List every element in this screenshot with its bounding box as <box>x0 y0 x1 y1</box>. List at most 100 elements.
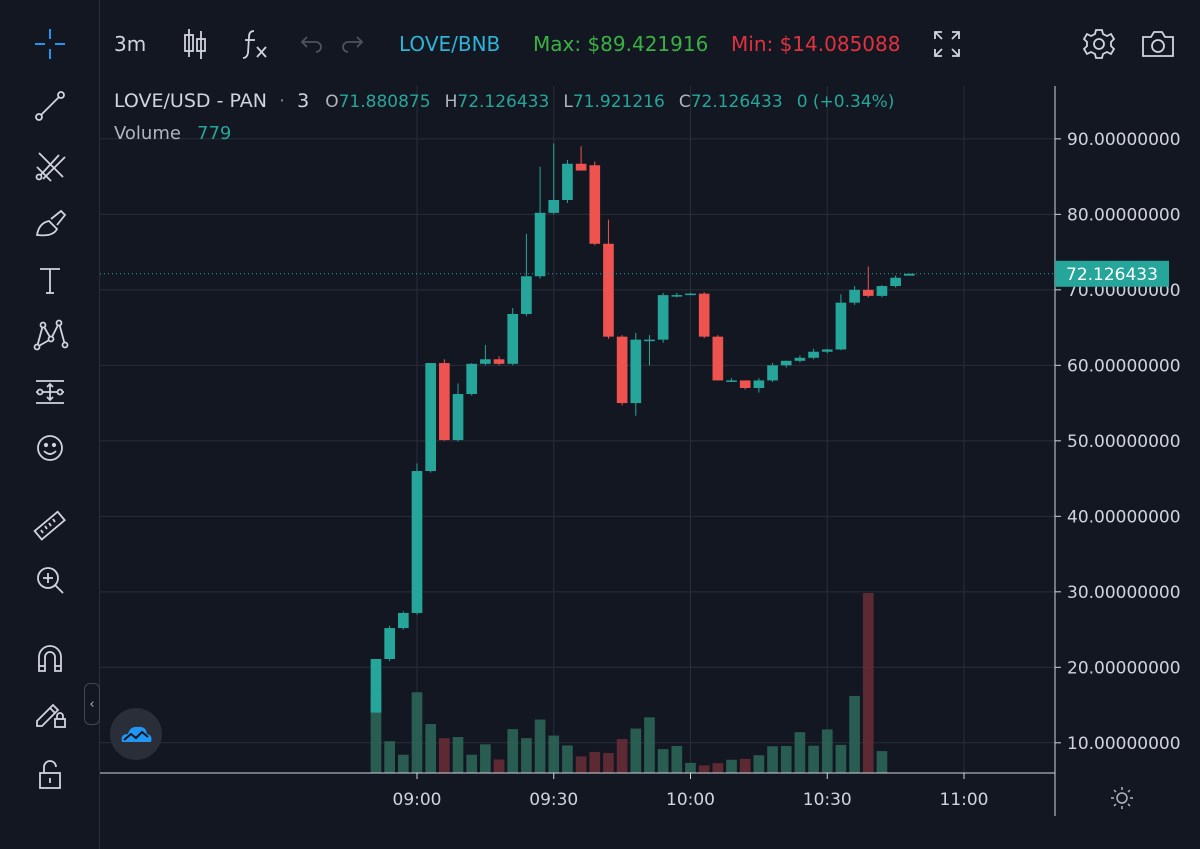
zoom-in-tool[interactable] <box>26 556 74 604</box>
candle-body <box>493 359 505 364</box>
price-axis: 10.00000000 20.00000000 30.00000000 40.0000… <box>1055 130 1181 754</box>
snapshot-button[interactable] <box>1140 26 1176 62</box>
emoji-tool[interactable] <box>26 424 74 472</box>
candle-body <box>698 293 710 337</box>
indicators-button[interactable] <box>240 26 270 62</box>
prediction-icon <box>36 380 64 404</box>
volume-bar <box>466 754 478 773</box>
candle-body <box>425 363 437 472</box>
volume-bar <box>726 759 737 773</box>
undo-button[interactable] <box>296 26 324 62</box>
sun-icon[interactable] <box>1111 787 1133 809</box>
legend-symbol[interactable]: LOVE/USD - PAN <box>114 90 267 112</box>
price-tick-label: 10.00000000 <box>1067 734 1181 754</box>
cloud-logo-icon <box>121 726 152 742</box>
time-tick-label: 11:00 <box>940 790 989 810</box>
volume-bar <box>808 745 819 773</box>
candle-body <box>603 243 614 337</box>
volume-bar <box>493 759 505 773</box>
interval-button[interactable]: 3m <box>114 32 147 56</box>
price-tick-label: 40.00000000 <box>1067 507 1181 527</box>
unlock-tool[interactable] <box>26 750 74 798</box>
prediction-tool[interactable] <box>26 368 74 416</box>
price-tick-label: 60.00000000 <box>1067 356 1181 376</box>
candle-body <box>808 351 819 358</box>
volume-bar <box>835 744 847 773</box>
legend-open-value: 71.880875 <box>338 92 431 112</box>
text-tool[interactable] <box>26 256 74 304</box>
top-toolbar: 3m LOVE/BNB Max: $89.421916 Min: $14.085… <box>100 0 1200 86</box>
candle-body <box>439 363 450 441</box>
candle-body <box>466 363 478 395</box>
candle-body <box>780 360 792 366</box>
legend-high-value: 72.126433 <box>457 92 550 112</box>
volume-bar <box>534 719 546 773</box>
time-axis-settings <box>1111 787 1133 809</box>
lock-drawing-tool[interactable] <box>26 688 74 736</box>
brush-tool[interactable] <box>26 200 74 248</box>
fullscreen-button[interactable] <box>932 26 962 62</box>
trend-line-tool[interactable] <box>26 82 74 130</box>
crosshair-tool[interactable] <box>26 20 74 68</box>
candle-body <box>862 289 874 296</box>
volume-bar <box>712 763 724 773</box>
zoom-in-icon <box>37 567 64 594</box>
time-tick-label: 10:30 <box>803 790 852 810</box>
volume-bar <box>439 738 450 773</box>
legend-dot: · <box>278 90 286 112</box>
pitchfork-tool[interactable] <box>26 142 74 190</box>
candles-icon <box>184 29 206 59</box>
symbol-link[interactable]: LOVE/BNB <box>399 32 501 56</box>
candle-body <box>575 163 587 171</box>
crosshair-icon <box>35 29 65 59</box>
brush-icon <box>35 209 67 237</box>
lock-drawing-icon <box>36 703 66 728</box>
unlock-icon <box>39 760 61 789</box>
redo-button[interactable] <box>340 26 368 62</box>
pattern-tool[interactable] <box>26 310 74 358</box>
volume-bar <box>507 729 519 773</box>
toolbar-collapse-button[interactable]: ‹ <box>84 683 100 725</box>
price-tick-label: 80.00000000 <box>1067 205 1181 225</box>
left-drawing-toolbar <box>0 0 100 849</box>
candle-body <box>548 199 560 213</box>
candle-body <box>753 380 765 388</box>
price-tick-label: 50.00000000 <box>1067 432 1181 452</box>
volume-bar <box>849 695 860 773</box>
time-tick-label: 09:00 <box>393 790 442 810</box>
legend-close-value: 72.126433 <box>690 92 783 112</box>
candle-body <box>685 293 696 296</box>
volume-bar <box>671 746 683 773</box>
time-tick-label: 10:00 <box>666 790 715 810</box>
volume-bar <box>685 762 696 773</box>
volume-bar <box>521 738 532 773</box>
candle-body <box>411 471 423 613</box>
min-price-label: Min: $14.085088 <box>731 32 901 56</box>
candle-body <box>370 659 382 713</box>
price-chart[interactable]: 10.00000000 20.00000000 30.00000000 40.0000… <box>100 86 1200 849</box>
volume-legend-label[interactable]: Volume <box>114 123 181 144</box>
magnet-tool[interactable] <box>26 634 74 682</box>
volume-legend-row: Volume 779 <box>114 122 894 144</box>
candle-body <box>616 336 628 404</box>
chart-type-button[interactable] <box>180 26 210 62</box>
volume-bar <box>767 746 778 773</box>
candle-body <box>657 295 669 340</box>
tradingview-logo[interactable] <box>110 708 162 760</box>
price-tick-label: 30.00000000 <box>1067 583 1181 603</box>
candle-body <box>534 212 546 277</box>
volume-bar <box>397 754 409 773</box>
candle-body <box>480 359 491 364</box>
settings-button[interactable] <box>1082 26 1116 62</box>
volume-bar <box>821 729 833 773</box>
ruler-tool[interactable] <box>26 502 74 550</box>
chart-legend: LOVE/USD - PAN · 3 O71.880875 H72.126433… <box>114 90 894 144</box>
fullscreen-icon <box>934 31 960 57</box>
pattern-icon <box>33 319 69 351</box>
legend-interval: 3 <box>297 90 310 112</box>
volume-bar <box>644 717 655 773</box>
candle-body <box>589 165 601 244</box>
volume-bar <box>575 756 587 773</box>
volume-bar <box>452 737 464 773</box>
price-tick-label: 90.00000000 <box>1067 130 1181 150</box>
